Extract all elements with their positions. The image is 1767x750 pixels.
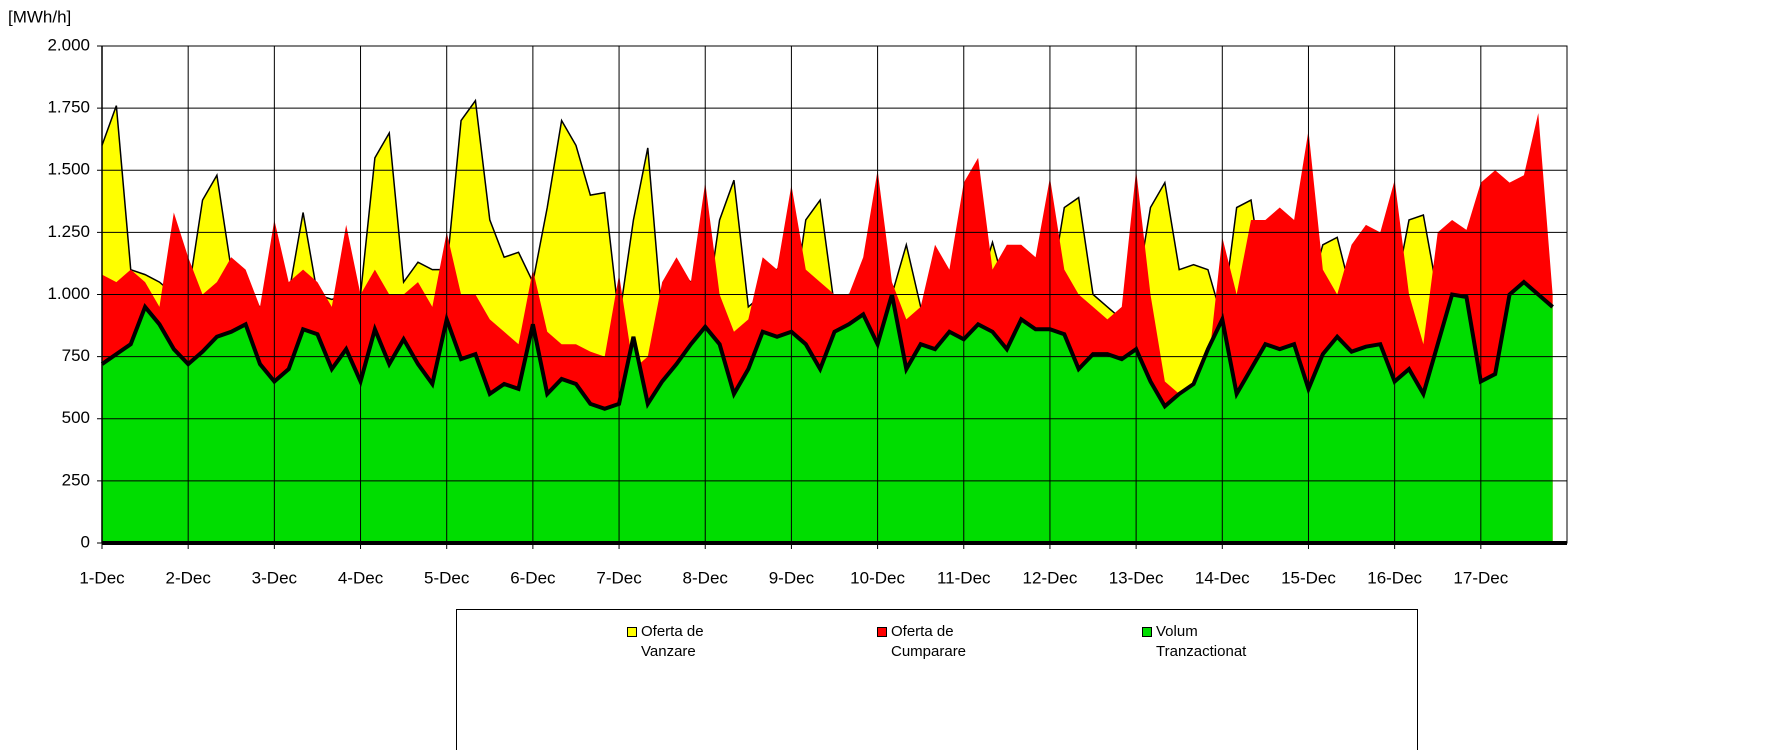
y-axis-label: [MWh/h] xyxy=(8,7,71,26)
legend-item: Oferta de Vanzare xyxy=(627,622,731,662)
legend: Oferta de Vanzare Oferta de Cumparare Volu… xyxy=(456,609,1418,750)
legend-swatch xyxy=(627,627,637,637)
x-tick-label: 4-Dec xyxy=(338,568,384,587)
legend-label: Oferta de Cumparare xyxy=(891,623,967,660)
x-tick-label: 10-Dec xyxy=(850,568,905,587)
area xyxy=(102,282,1553,543)
legend-swatch xyxy=(877,627,887,637)
y-tick-label: 750 xyxy=(62,346,90,365)
x-tick-label: 6-Dec xyxy=(510,568,556,587)
line xyxy=(100,279,1554,411)
y-tick-label: 500 xyxy=(62,408,90,427)
legend-swatch xyxy=(1142,627,1152,637)
x-tick-label: 11-Dec xyxy=(937,568,991,587)
y-tick-label: 250 xyxy=(62,470,90,489)
x-tick-label: 1-Dec xyxy=(79,568,125,587)
x-tick-label: 13-Dec xyxy=(1109,568,1164,587)
legend-label: Oferta de Vanzare xyxy=(641,623,704,660)
legend-item: Volum Tranzactionat xyxy=(1142,622,1256,662)
legend-item: Oferta de Cumparare xyxy=(877,622,981,662)
x-tick-label: 5-Dec xyxy=(424,568,470,587)
legend-label: Volum Tranzactionat xyxy=(1156,623,1247,660)
y-tick-label: 1.500 xyxy=(47,160,90,179)
x-tick-label: 16-Dec xyxy=(1367,568,1422,587)
x-tick-label: 7-Dec xyxy=(596,568,642,587)
x-tick-label: 14-Dec xyxy=(1195,568,1250,587)
y-tick-label: 1.750 xyxy=(47,98,90,117)
x-tick-label: 3-Dec xyxy=(252,568,298,587)
x-tick-label: 2-Dec xyxy=(165,568,211,587)
y-tick-label: 2.000 xyxy=(47,35,90,54)
x-tick-label: 8-Dec xyxy=(683,568,729,587)
y-tick-label: 1.000 xyxy=(47,284,90,303)
x-tick-label: 15-Dec xyxy=(1281,568,1336,587)
x-tick-label: 12-Dec xyxy=(1023,568,1078,587)
x-tick-label: 9-Dec xyxy=(769,568,815,587)
y-tick-label: 1.250 xyxy=(47,222,90,241)
plot-frame xyxy=(101,45,1568,544)
x-tick-label: 17-Dec xyxy=(1453,568,1508,587)
y-tick-label: 0 xyxy=(81,532,90,551)
